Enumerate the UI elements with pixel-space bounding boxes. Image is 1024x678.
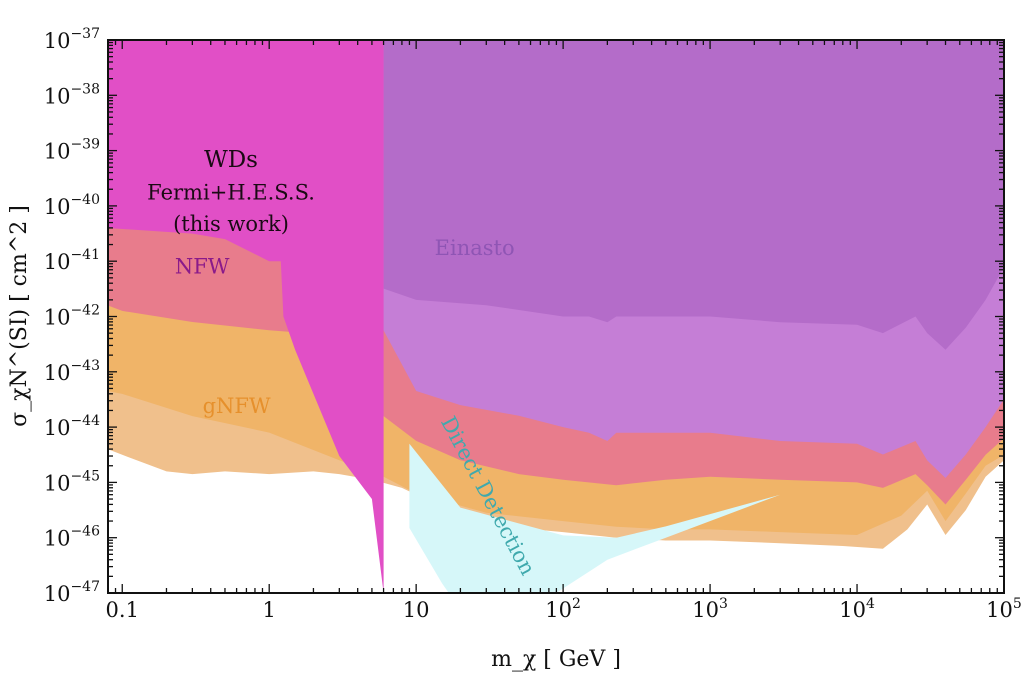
x-tick-label: 10: [403, 598, 430, 622]
x-tick-label: 0.1: [106, 598, 139, 622]
y-tick-label: 10−43: [44, 358, 100, 385]
annotation-fermi-h-e-s-s: Fermi+H.E.S.S.: [147, 181, 315, 205]
axis-ticks: [107, 39, 1005, 594]
annotation-einasto: Einasto: [435, 236, 515, 260]
y-tick-label: 10−37: [44, 26, 100, 53]
exclusion-regions: [108, 40, 1004, 593]
y-tick-label: 10−45: [44, 468, 100, 495]
y-tick-label: 10−44: [44, 413, 100, 440]
y-tick-label: 10−40: [44, 192, 100, 219]
x-tick-label: 105: [986, 596, 1022, 622]
x-tick-labels: 0.1 1 10 102 103 104 105: [106, 596, 1022, 622]
y-axis-title: σ_χN^(SI) [ cm^2 ]: [7, 205, 32, 427]
region-wds: [108, 40, 384, 593]
y-tick-label: 10−39: [44, 137, 100, 164]
x-axis-title: m_χ [ GeV ]: [491, 647, 621, 672]
y-tick-label: 10−46: [44, 524, 100, 551]
region-direct-detection: [409, 427, 1004, 593]
y-tick-label: 10−47: [44, 579, 100, 606]
y-tick-label: 10−38: [44, 81, 100, 108]
x-tick-label: 103: [692, 596, 728, 622]
annotation-wds: WDs: [204, 147, 258, 173]
x-tick-label: 1: [263, 598, 276, 622]
annotation-this-work: (this work): [173, 212, 289, 236]
annotation-gnfw: gNFW: [203, 394, 271, 418]
y-tick-label: 10−42: [44, 303, 100, 330]
y-tick-label: 10−41: [44, 247, 100, 274]
x-tick-label: 102: [545, 596, 581, 622]
region-einasto-inner: [383, 40, 1004, 350]
x-tick-label: 104: [839, 596, 875, 622]
y-tick-labels: 10−37 10−38 10−39 10−40 10−41 10−42 10−43 10−44…: [44, 26, 100, 606]
annotation-nfw: NFW: [175, 254, 230, 278]
